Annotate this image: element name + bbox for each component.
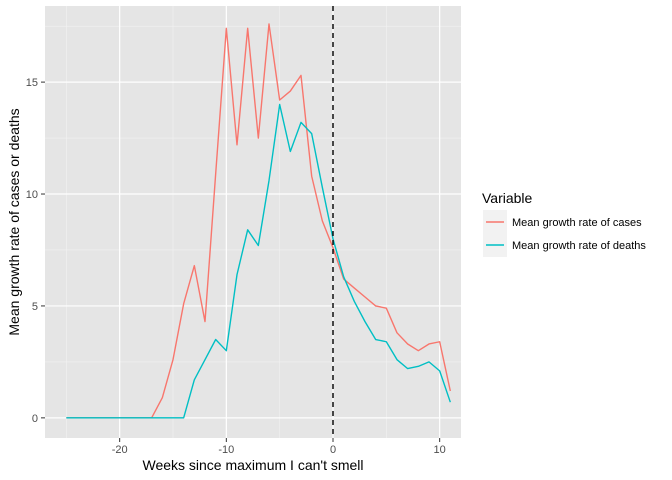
y-tick-label: 10 bbox=[26, 189, 38, 201]
axis-ticks: -20 -10 0 10 0 5 10 15 bbox=[26, 77, 446, 456]
series-lines bbox=[66, 23, 452, 419]
legend-title: Variable bbox=[482, 190, 533, 206]
y-tick-label: 0 bbox=[32, 413, 38, 425]
y-tick-label: 5 bbox=[32, 301, 38, 313]
x-tick-label: 10 bbox=[434, 444, 446, 456]
y-tick-label: 15 bbox=[26, 77, 38, 89]
x-tick-label: -20 bbox=[112, 444, 128, 456]
x-axis-title: Weeks since maximum I can't smell bbox=[142, 457, 363, 473]
legend-label-deaths: Mean growth rate of deaths bbox=[512, 240, 646, 252]
series-line-deaths bbox=[66, 103, 451, 419]
plot-panel bbox=[45, 6, 461, 438]
x-tick-label: 0 bbox=[330, 444, 336, 456]
x-tick-label: -10 bbox=[218, 444, 234, 456]
legend: Variable Mean growth rate of cases Mean … bbox=[482, 190, 646, 257]
legend-label-cases: Mean growth rate of cases bbox=[512, 217, 642, 229]
y-axis-title: Mean growth rate of cases or deaths bbox=[6, 108, 22, 335]
